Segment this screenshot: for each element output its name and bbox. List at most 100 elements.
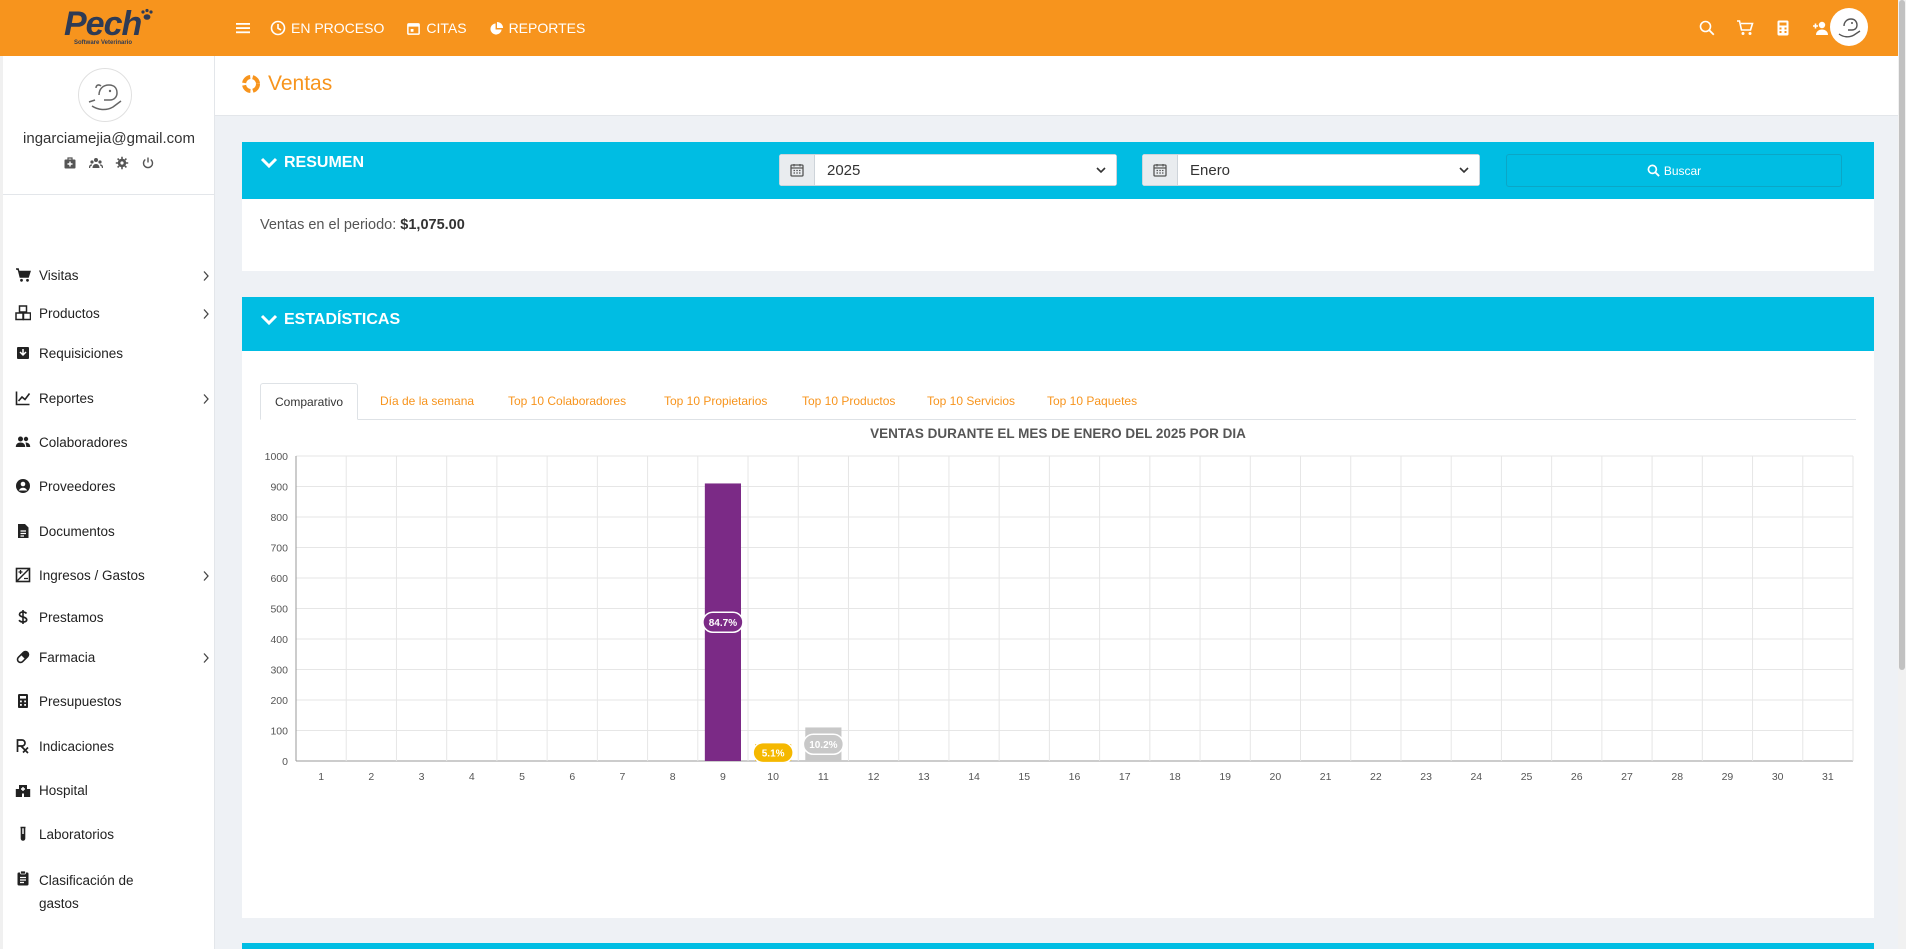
sidebar-item-label: Proveedores	[39, 479, 116, 494]
nav-en-proceso-label: EN PROCESO	[291, 20, 385, 36]
user-avatar[interactable]	[78, 68, 132, 122]
y-tick-label: 0	[282, 756, 288, 768]
scrollbar-thumb[interactable]	[1899, 0, 1905, 670]
team-icon[interactable]	[89, 156, 103, 170]
tab-top-colaboradores[interactable]: Top 10 Colaboradores	[508, 394, 627, 408]
sidebar-item-colaboradores[interactable]: Colaboradores	[15, 433, 210, 452]
month-select[interactable]: Enero	[1178, 154, 1480, 186]
chevron-down-icon	[1096, 167, 1106, 174]
hospital-icon	[15, 785, 31, 797]
year-select[interactable]: 2025	[815, 154, 1117, 186]
sidebar: ingarciamejia@gmail.com Visitas Producto…	[0, 56, 215, 949]
sidebar-item-hospital[interactable]: Hospital	[15, 781, 210, 800]
sidebar-item-reportes[interactable]: Reportes	[15, 389, 210, 408]
brand-logo[interactable]: Pech Software Veterinario	[62, 4, 158, 50]
year-addon	[779, 154, 815, 186]
x-tick-label: 18	[1169, 771, 1181, 783]
top-navbar: Pech Software Veterinario EN PROCESO CIT…	[0, 0, 1906, 56]
sidebar-item-presupuestos[interactable]: Presupuestos	[15, 692, 210, 711]
x-tick-label: 4	[469, 771, 475, 783]
x-tick-label: 26	[1571, 771, 1583, 783]
y-tick-label: 500	[270, 604, 288, 616]
x-axis-ticks: 1 2 3 4 5 6 7 8 9 10 11 12 13 14 15 16 17 18 19 20 21 22 23 24 2…	[318, 771, 1834, 783]
sidebar-item-proveedores[interactable]: Proveedores	[15, 477, 210, 496]
sidebar-item-requisiciones[interactable]: Requisiciones	[15, 344, 210, 363]
tab-top-paquetes[interactable]: Top 10 Paquetes	[1047, 394, 1138, 408]
pet-hand-icon	[1838, 18, 1861, 38]
tab-top-productos[interactable]: Top 10 Productos	[802, 394, 896, 408]
chevron-right-icon	[203, 309, 209, 319]
settings-icon[interactable]	[115, 156, 129, 170]
cart-icon[interactable]	[1736, 19, 1754, 37]
sidebar-item-ingresos-gastos[interactable]: Ingresos / Gastos	[15, 566, 210, 585]
x-tick-label: 19	[1219, 771, 1231, 783]
calendar-icon	[1153, 164, 1167, 177]
sidebar-item-indicaciones[interactable]: Indicaciones	[15, 737, 210, 756]
cart-icon	[16, 268, 31, 282]
nav-en-proceso[interactable]: EN PROCESO	[270, 20, 384, 36]
sidebar-item-laboratorios[interactable]: Laboratorios	[15, 825, 210, 844]
top-nav: EN PROCESO CITAS REPORTES	[234, 0, 607, 56]
page-scrollbar[interactable]	[1898, 0, 1906, 949]
sidebar-item-clasificacion-gastos[interactable]: Clasificación de gastos	[15, 869, 175, 915]
calculator-icon[interactable]	[1774, 19, 1792, 37]
calendar-icon	[407, 22, 421, 35]
sidebar-item-prestamos[interactable]: Prestamos	[15, 608, 210, 627]
chart-grid	[295, 455, 1854, 762]
tab-dia-semana[interactable]: Día de la semana	[380, 394, 475, 408]
summary-toggle[interactable]: RESUMEN	[260, 154, 364, 172]
user-email: ingarciamejia@gmail.com	[23, 130, 195, 147]
sidebar-item-documentos[interactable]: Documentos	[15, 522, 210, 541]
nav-reportes-label: REPORTES	[508, 20, 586, 36]
summary-card: RESUMEN 2025 Enero Buscar Venta	[242, 142, 1874, 271]
next-card-header	[242, 943, 1874, 949]
x-tick-label: 22	[1370, 771, 1382, 783]
sales-value: $1,075.00	[400, 217, 465, 233]
user-avatar-top[interactable]	[1830, 8, 1868, 46]
page-header: Ventas	[215, 56, 1898, 116]
sidebar-item-label: Reportes	[39, 391, 94, 406]
document-icon	[18, 524, 29, 538]
sidebar-item-farmacia[interactable]: Farmacia	[15, 648, 210, 667]
search-button[interactable]: Buscar	[1506, 154, 1842, 187]
clipboard-icon	[17, 870, 29, 886]
nav-citas-label: CITAS	[426, 20, 467, 36]
sidebar-item-label: Clasificación de gastos	[39, 873, 134, 911]
data-label-bg	[752, 741, 794, 764]
month-select-group: Enero	[1142, 154, 1480, 186]
chevron-right-icon	[203, 571, 209, 581]
power-icon[interactable]	[141, 156, 155, 170]
brand-tagline: Software Veterinario	[74, 40, 133, 46]
nav-citas[interactable]: CITAS	[406, 20, 467, 36]
stats-toggle[interactable]: ESTADÍSTICAS	[260, 311, 400, 329]
nav-reportes[interactable]: REPORTES	[489, 20, 586, 36]
sidebar-item-label: Visitas	[39, 268, 79, 283]
sidebar-item-label: Indicaciones	[39, 739, 115, 754]
sidebar-item-label: Prestamos	[39, 610, 104, 625]
boxes-icon	[15, 305, 31, 321]
medical-kit-icon[interactable]	[63, 156, 77, 170]
add-user-icon[interactable]	[1812, 19, 1830, 37]
x-tick-label: 5	[519, 771, 525, 783]
x-tick-label: 31	[1822, 771, 1834, 783]
search-icon[interactable]	[1698, 19, 1716, 37]
x-tick-label: 12	[868, 771, 880, 783]
x-tick-label: 6	[569, 771, 575, 783]
data-label-text: 5.1%	[762, 749, 785, 760]
y-tick-label: 1000	[265, 451, 289, 463]
data-label-bg	[802, 733, 845, 755]
y-tick-label: 900	[270, 482, 288, 494]
hamburger-menu-icon[interactable]	[234, 19, 252, 37]
sidebar-item-label: Colaboradores	[39, 435, 128, 450]
tab-top-servicios[interactable]: Top 10 Servicios	[927, 394, 1016, 408]
summary-card-header: RESUMEN 2025 Enero Buscar	[242, 142, 1874, 199]
sales-summary: Ventas en el periodo: $1,075.00	[260, 217, 465, 233]
year-select-value: 2025	[827, 161, 861, 179]
sidebar-item-productos[interactable]: Productos	[15, 304, 210, 323]
sidebar-item-visitas[interactable]: Visitas	[15, 266, 210, 285]
dollar-icon	[18, 610, 28, 624]
tab-top-propietarios[interactable]: Top 10 Propietarios	[664, 394, 768, 408]
tab-comparativo[interactable]: Comparativo	[260, 383, 359, 420]
x-tick-label: 28	[1671, 771, 1683, 783]
chevron-down-icon	[260, 157, 278, 169]
